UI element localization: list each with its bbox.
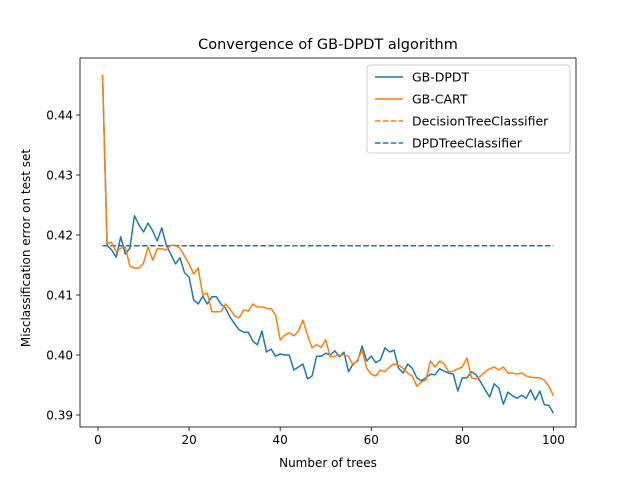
y-tick-label: 0.41 xyxy=(46,289,73,303)
x-tick-label: 20 xyxy=(181,433,196,447)
y-tick-label: 0.40 xyxy=(46,349,73,363)
legend-label: DecisionTreeClassifier xyxy=(412,114,549,129)
y-tick-label: 0.39 xyxy=(46,409,73,423)
y-tick-label: 0.43 xyxy=(46,169,73,183)
y-tick-label: 0.42 xyxy=(46,229,73,243)
x-tick-label: 80 xyxy=(455,433,470,447)
x-axis-label: Number of trees xyxy=(279,456,377,470)
x-tick-label: 100 xyxy=(542,433,565,447)
plot-area: 0 20 40 60 80 100 0.39 0.40 0.41 0.42 0.43 0.44 xyxy=(46,57,577,447)
x-tick-label: 0 xyxy=(94,433,102,447)
series-line-gb-dpdt xyxy=(101,74,555,414)
axes-frame xyxy=(79,57,577,428)
legend-label: GB-DPDT xyxy=(412,70,470,85)
chart-title: Convergence of GB-DPDT algorithm xyxy=(198,37,458,53)
legend-box xyxy=(366,64,571,154)
legend: GB-DPDT GB-CART DecisionTreeClassifier DPDT… xyxy=(366,64,571,154)
y-axis-label: Misclassification error on test set xyxy=(19,149,33,347)
legend-label: DPDTreeClassifier xyxy=(412,136,523,151)
legend-label: GB-CART xyxy=(412,92,468,107)
x-tick-label: 40 xyxy=(273,433,288,447)
series-line-gb-cart xyxy=(101,74,555,397)
x-tick-label: 60 xyxy=(364,433,379,447)
y-tick-label: 0.44 xyxy=(46,109,73,123)
